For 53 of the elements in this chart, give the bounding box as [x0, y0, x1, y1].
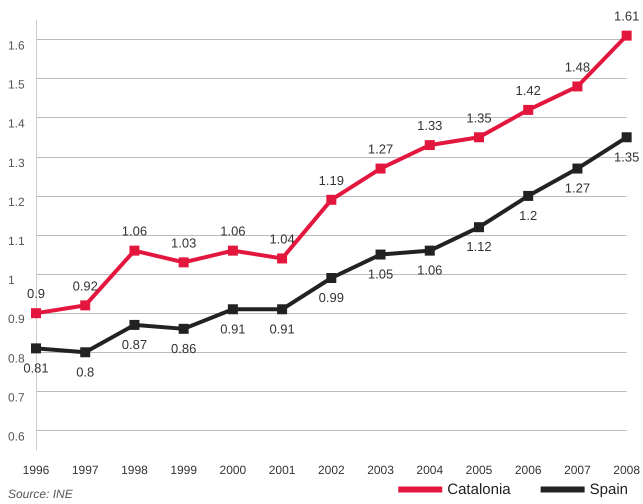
legend-label: Spain — [590, 481, 628, 498]
x-tick-label: 2002 — [318, 463, 345, 477]
data-label: 1.19 — [318, 172, 344, 188]
y-tick-label: 0.8 — [8, 351, 26, 366]
y-tick-label: 0.7 — [8, 390, 26, 404]
y-tick-label: 1.4 — [8, 116, 26, 131]
data-label: 1.06 — [122, 224, 148, 239]
data-label: 1.27 — [564, 180, 590, 196]
data-label: 1.27 — [368, 142, 394, 157]
legend-label: Catalonia — [447, 481, 512, 498]
y-tick-label: 1.1 — [8, 234, 26, 248]
y-tick-label: 1.3 — [8, 156, 26, 170]
data-label: 1.06 — [220, 224, 246, 239]
data-label: 0.91 — [269, 321, 295, 336]
y-tick-label: 1.6 — [8, 38, 26, 53]
x-tick-label: 1996 — [22, 463, 50, 477]
data-label: 1.35 — [614, 149, 640, 164]
data-label: 0.91 — [220, 321, 246, 336]
data-label: 1.35 — [466, 110, 492, 126]
x-tick-label: 2001 — [268, 463, 296, 477]
x-tick-label: 2003 — [367, 463, 394, 477]
data-label: 0.86 — [171, 340, 196, 356]
x-tick-label: 2006 — [514, 463, 542, 477]
y-tick-label: 1.5 — [8, 78, 26, 92]
data-label: 1.06 — [417, 262, 442, 278]
x-tick-label: 1997 — [72, 463, 99, 477]
data-label: 1.03 — [171, 235, 196, 250]
data-label: 1.05 — [368, 266, 394, 282]
x-tick-label: 2008 — [613, 463, 640, 477]
x-tick-label: 2005 — [466, 463, 493, 477]
data-label: 1.33 — [417, 118, 442, 134]
data-label: 1.61 — [614, 8, 640, 24]
data-label: 1.2 — [519, 208, 538, 223]
y-tick-label: 1 — [8, 273, 15, 288]
source-note: Source: INE — [8, 487, 74, 501]
x-tick-label: 2004 — [416, 463, 444, 477]
data-label: 0.8 — [76, 364, 94, 380]
data-label: 1.42 — [516, 82, 541, 98]
data-label: 0.81 — [23, 360, 49, 376]
data-label: 0.92 — [72, 278, 98, 294]
x-tick-label: 2007 — [564, 463, 592, 477]
data-label: 0.87 — [122, 336, 148, 352]
x-tick-label: 1999 — [170, 463, 198, 477]
y-tick-label: 0.9 — [8, 312, 26, 326]
data-label: 1.48 — [564, 59, 590, 74]
x-tick-label: 2000 — [220, 463, 247, 477]
x-tick-label: 1998 — [121, 463, 148, 477]
data-label: 1.12 — [466, 239, 492, 254]
data-label: 0.99 — [318, 290, 344, 305]
data-label: 1.04 — [269, 231, 295, 246]
y-tick-label: 0.6 — [8, 429, 26, 444]
y-tick-label: 1.2 — [8, 194, 26, 209]
data-label: 0.9 — [26, 286, 46, 302]
